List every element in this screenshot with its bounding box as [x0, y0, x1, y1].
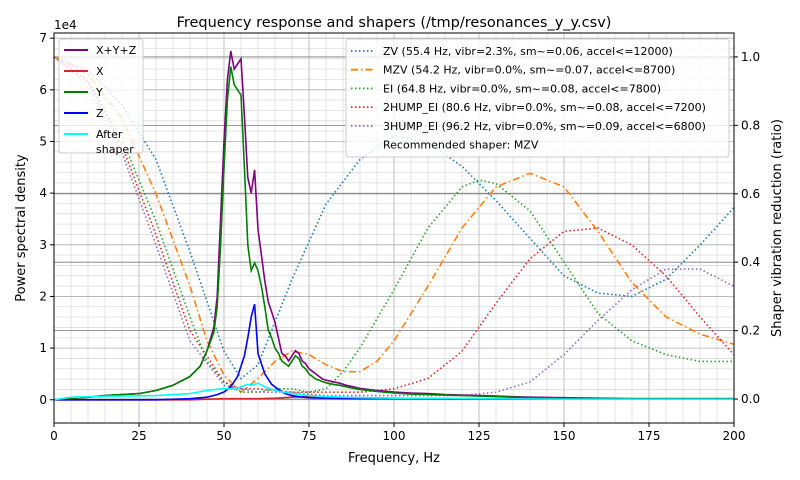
y-tick-label: 4 [39, 186, 47, 200]
legend-shaper-label: 3HUMP_EI (96.2 Hz, vibr=0.0%, sm~=0.09, … [383, 120, 706, 133]
y-axis-ticks: 0 1 2 3 4 5 6 7 [39, 31, 54, 407]
shaper-curves [53, 56, 735, 397]
psd-line [53, 382, 734, 401]
legend-shaper-label: ZV (55.4 Hz, vibr=2.3%, sm~=0.06, accel<… [383, 45, 673, 58]
legend-psd: X+Y+Z XYZ After shaper [58, 38, 144, 156]
legend-psd-label: Y [95, 86, 103, 99]
recommended-shaper-note: Recommended shaper: MZV [383, 139, 539, 152]
legend-psd-label: Z [96, 107, 104, 120]
x-tick-label: 0 [50, 429, 58, 443]
shaper-line [53, 56, 735, 393]
x-tick-label: 50 [216, 429, 231, 443]
y-tick-label: 7 [39, 31, 47, 45]
y2-tick-label: 0.2 [741, 324, 760, 338]
legend-psd-label: shaper [96, 143, 134, 156]
x-axis-ticks: 0 25 50 75 100 125 150 175 200 [50, 423, 745, 443]
y2-tick-label: 0.6 [741, 187, 760, 201]
y-axis-label: Power spectral density [14, 154, 29, 302]
y2-axis-ticks: 0.0 0.2 0.4 0.6 0.8 1.0 [734, 50, 760, 406]
legend-psd-label: X [96, 65, 104, 78]
chart-title: Frequency response and shapers (/tmp/res… [177, 15, 612, 31]
y2-tick-label: 1.0 [741, 50, 760, 64]
legend-shaper-label: MZV (54.2 Hz, vibr=0.0%, sm~=0.07, accel… [383, 64, 675, 77]
legend-shaper-label: EI (64.8 Hz, vibr=0.0%, sm~=0.08, accel<… [383, 82, 661, 95]
psd-curves [53, 50, 734, 401]
y-tick-label: 3 [39, 238, 47, 252]
y-tick-label: 1 [39, 341, 47, 355]
x-tick-label: 100 [383, 429, 406, 443]
x-tick-label: 75 [301, 429, 316, 443]
y-exponent-label: 1e4 [54, 18, 77, 32]
y2-tick-label: 0.0 [741, 392, 760, 406]
x-tick-label: 200 [723, 429, 746, 443]
y-tick-label: 6 [39, 83, 47, 97]
x-axis-label: Frequency, Hz [348, 451, 440, 466]
y-tick-label: 2 [39, 289, 47, 303]
x-tick-label: 125 [468, 429, 491, 443]
legend-shapers: ZV (55.4 Hz, vibr=2.3%, sm~=0.06, accel<… [345, 38, 730, 158]
y-tick-label: 5 [39, 134, 47, 148]
y2-tick-label: 0.4 [741, 255, 760, 269]
psd-line [54, 303, 734, 401]
legend-shaper-box [345, 38, 730, 158]
x-tick-label: 150 [553, 429, 576, 443]
psd-line [53, 66, 734, 401]
x-tick-label: 175 [638, 429, 661, 443]
legend-psd-label: After [96, 128, 123, 141]
y2-axis-label: Shaper vibration reduction (ratio) [770, 119, 785, 337]
shaper-line [53, 56, 735, 397]
shaper-line [53, 56, 735, 394]
y-tick-label: 0 [39, 393, 47, 407]
legend-psd-label: X+Y+Z [96, 44, 137, 57]
legend-psd-box [58, 38, 144, 154]
legend-shaper-label: 2HUMP_EI (80.6 Hz, vibr=0.0%, sm~=0.08, … [383, 101, 706, 114]
x-tick-label: 25 [131, 429, 146, 443]
y2-tick-label: 0.8 [741, 118, 760, 132]
